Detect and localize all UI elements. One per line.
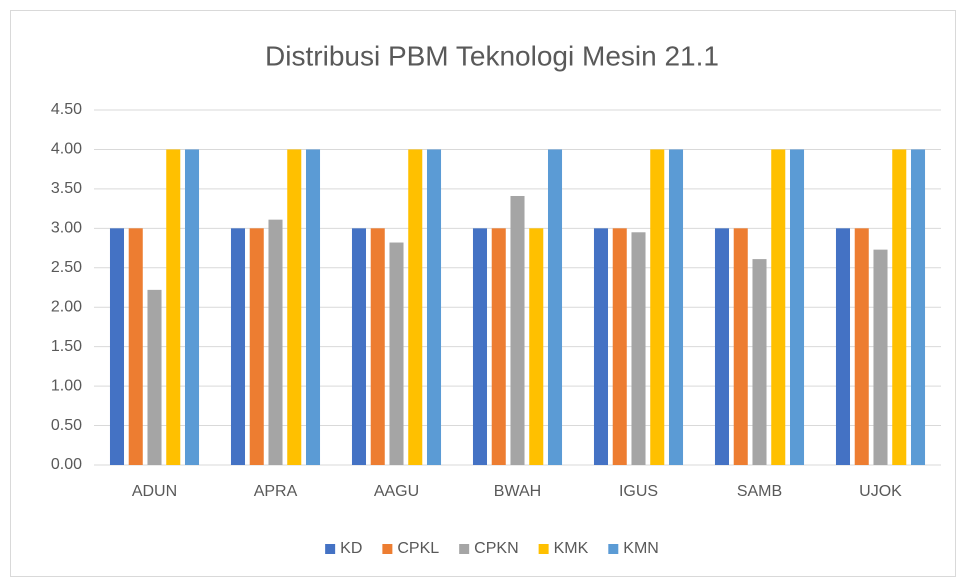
bar (873, 249, 888, 465)
bar (789, 149, 805, 465)
bar (612, 228, 627, 465)
legend-label: CPKN (474, 540, 518, 557)
bar (835, 228, 851, 465)
legend-swatch (459, 544, 470, 554)
bar (547, 149, 563, 465)
bar (426, 149, 442, 465)
bar (370, 228, 385, 465)
legend-swatch (382, 544, 393, 554)
bar (472, 228, 488, 465)
bar (166, 149, 181, 465)
y-tick-label: 1.00 (51, 377, 82, 394)
bar (910, 149, 926, 465)
bar (752, 259, 767, 465)
x-tick-label: IGUS (619, 483, 658, 500)
bar (631, 232, 646, 465)
bar (714, 228, 730, 465)
legend-swatch (538, 544, 549, 554)
bar (668, 149, 684, 465)
legend-label: KMK (554, 540, 589, 557)
chart-title: Distribusi PBM Teknologi Mesin 21.1 (265, 40, 719, 71)
bar (249, 228, 264, 465)
bar (650, 149, 665, 465)
bar (491, 228, 506, 465)
y-tick-label: 0.50 (51, 417, 82, 434)
legend-swatch (608, 544, 619, 554)
x-tick-label: BWAH (494, 483, 541, 500)
x-tick-label: UJOK (859, 483, 902, 500)
y-tick-label: 2.00 (51, 298, 82, 315)
x-tick-label: APRA (254, 483, 298, 500)
legend-label: CPKL (397, 540, 439, 557)
y-tick-label: 3.50 (51, 180, 82, 197)
bar (351, 228, 367, 465)
bar (892, 149, 907, 465)
bar (147, 289, 162, 465)
x-tick-label: SAMB (737, 483, 782, 500)
bar (389, 242, 404, 465)
bar (510, 195, 525, 465)
bar (529, 228, 544, 465)
bar (287, 149, 302, 465)
bar (109, 228, 125, 465)
bar (771, 149, 786, 465)
y-tick-label: 0.00 (51, 456, 82, 473)
bar (128, 228, 143, 465)
legend-label: KD (340, 540, 362, 557)
y-tick-label: 1.50 (51, 338, 82, 355)
bar (408, 149, 423, 465)
bar (268, 219, 283, 465)
bar (305, 149, 321, 465)
y-tick-label: 2.50 (51, 259, 82, 276)
legend-swatch (325, 544, 336, 554)
bar (854, 228, 869, 465)
y-tick-label: 3.00 (51, 220, 82, 237)
legend-label: KMN (623, 540, 659, 557)
bar (230, 228, 246, 465)
x-tick-label: AAGU (374, 483, 419, 500)
y-tick-label: 4.50 (51, 101, 82, 118)
bar (733, 228, 748, 465)
bar (593, 228, 609, 465)
x-tick-label: ADUN (132, 483, 177, 500)
bar (184, 149, 200, 465)
y-tick-label: 4.00 (51, 141, 82, 158)
legend: KD CPKL CPKN KMK KMN (325, 540, 659, 557)
